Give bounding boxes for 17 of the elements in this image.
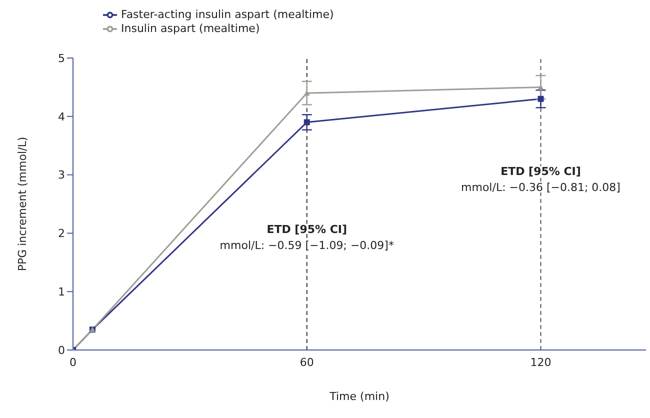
y-tick-label: 5	[58, 52, 65, 65]
y-tick-label: 3	[58, 168, 65, 182]
legend-label: Insulin aspart (mealtime)	[121, 22, 260, 36]
legend-label: Faster-acting insulin aspart (mealtime)	[121, 8, 334, 22]
annotation: ETD [95% CI] mmol/L: −0.59 [−1.09; −0.09]*	[220, 223, 394, 252]
y-tick-label: 4	[58, 110, 65, 124]
y-tick-label: 1	[58, 286, 65, 299]
x-axis-title: Time (min)	[328, 390, 390, 403]
point	[538, 96, 544, 102]
y-tick-label: 0	[58, 344, 65, 357]
x-tick-label: 60	[300, 356, 314, 369]
annotation: ETD [95% CI] mmol/L: −0.36 [−0.81; 0.08]	[461, 164, 620, 194]
y-axis-title: PPG increment (mmol/L)	[16, 136, 29, 272]
x-tick-label: 0	[70, 356, 76, 369]
x-tick-label: 120	[530, 356, 552, 369]
y-tick-label: 2	[58, 227, 65, 240]
point	[304, 119, 310, 126]
